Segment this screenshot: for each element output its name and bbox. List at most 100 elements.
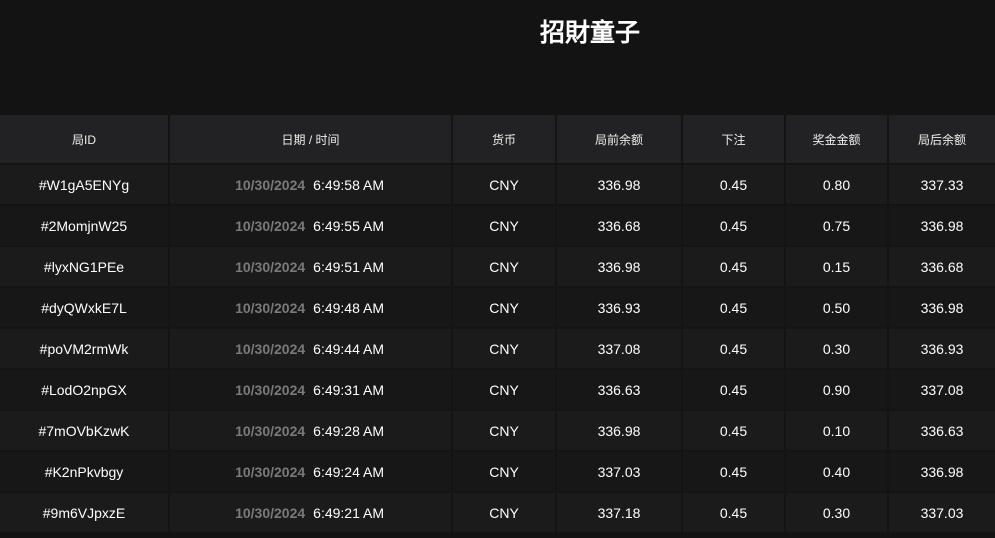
balance-before: 336.63	[557, 370, 683, 409]
date: 10/30/2024	[235, 381, 306, 398]
bet: 0.45	[683, 329, 786, 368]
balance-before: 337.08	[557, 329, 683, 368]
table-row[interactable]: #poVM2rmWk 10/30/2024 6:49:44 AM CNY 337.…	[0, 329, 995, 370]
date-time: 10/30/2024 6:49:28 AM	[170, 411, 453, 450]
currency: CNY	[453, 452, 557, 491]
date: 10/30/2024	[235, 463, 306, 480]
win-amount: 0.30	[786, 493, 889, 532]
currency: CNY	[453, 493, 557, 532]
column-header-date-time: 日期 / 时间	[170, 115, 453, 163]
table-body: #W1gA5ENYg 10/30/2024 6:49:58 AM CNY 336.…	[0, 165, 995, 534]
bet: 0.45	[683, 247, 786, 286]
bet: 0.45	[683, 493, 786, 532]
win-amount: 0.50	[786, 288, 889, 327]
balance-after: 336.98	[920, 299, 964, 316]
table-row[interactable]: #2MomjnW25 10/30/2024 6:49:55 AM CNY 336.…	[0, 206, 995, 247]
date-time: 10/30/2024 6:49:55 AM	[170, 206, 453, 245]
time: 6:49:55 AM	[313, 217, 384, 234]
page-header: 招財童子	[0, 0, 995, 115]
currency: CNY	[453, 370, 557, 409]
balance-before: 336.98	[557, 411, 683, 450]
time: 6:49:51 AM	[313, 258, 384, 275]
date-time: 10/30/2024 6:49:44 AM	[170, 329, 453, 368]
bet: 0.45	[683, 288, 786, 327]
win-amount: 0.15	[786, 247, 889, 286]
bet: 0.45	[683, 452, 786, 491]
bet: 0.45	[683, 411, 786, 450]
time: 6:49:58 AM	[313, 176, 384, 193]
date: 10/30/2024	[235, 340, 306, 357]
round-id[interactable]: #9m6VJpxzE	[0, 493, 170, 532]
bet: 0.45	[683, 370, 786, 409]
balance-before: 336.93	[557, 288, 683, 327]
balance-after: 337.08	[920, 381, 964, 398]
table-row[interactable]: #7mOVbKzwK 10/30/2024 6:49:28 AM CNY 336.…	[0, 411, 995, 452]
time: 6:49:28 AM	[313, 422, 384, 439]
date-time: 10/30/2024 6:49:21 AM	[170, 493, 453, 532]
column-header-balance-after: 局后余额	[917, 132, 966, 147]
win-amount: 0.40	[786, 452, 889, 491]
balance-after: 337.03	[920, 504, 964, 521]
date-time: 10/30/2024 6:49:51 AM	[170, 247, 453, 286]
table-row[interactable]: #W1gA5ENYg 10/30/2024 6:49:58 AM CNY 336.…	[0, 165, 995, 206]
date-time: 10/30/2024 6:49:58 AM	[170, 165, 453, 204]
column-header-round-id: 局ID	[0, 115, 170, 163]
column-header-bet: 下注	[683, 115, 786, 163]
column-header-win-amount: 奖金金额	[786, 115, 889, 163]
balance-before: 336.98	[557, 247, 683, 286]
date: 10/30/2024	[235, 299, 306, 316]
table-row[interactable]: #LodO2npGX 10/30/2024 6:49:31 AM CNY 336.…	[0, 370, 995, 411]
balance-after: 336.68	[920, 258, 964, 275]
table-row[interactable]: #K2nPkvbgy 10/30/2024 6:49:24 AM CNY 337.…	[0, 452, 995, 493]
date-time: 10/30/2024 6:49:48 AM	[170, 288, 453, 327]
balance-before: 337.03	[557, 452, 683, 491]
time: 6:49:24 AM	[313, 463, 384, 480]
date: 10/30/2024	[235, 217, 306, 234]
time: 6:49:48 AM	[313, 299, 384, 316]
bet: 0.45	[683, 206, 786, 245]
balance-after: 337.33	[920, 176, 964, 193]
win-amount: 0.80	[786, 165, 889, 204]
round-id[interactable]: #LodO2npGX	[0, 370, 170, 409]
win-amount: 0.75	[786, 206, 889, 245]
round-id[interactable]: #poVM2rmWk	[0, 329, 170, 368]
time: 6:49:21 AM	[313, 504, 384, 521]
table-header: 局ID 日期 / 时间 货币 局前余额 下注 奖金金额 局后余额	[0, 115, 995, 165]
date-time: 10/30/2024 6:49:24 AM	[170, 452, 453, 491]
balance-before: 337.18	[557, 493, 683, 532]
time: 6:49:44 AM	[313, 340, 384, 357]
round-id[interactable]: #7mOVbKzwK	[0, 411, 170, 450]
date: 10/30/2024	[235, 504, 306, 521]
win-amount: 0.30	[786, 329, 889, 368]
currency: CNY	[453, 411, 557, 450]
column-header-balance-before: 局前余额	[557, 115, 683, 163]
currency: CNY	[453, 206, 557, 245]
win-amount: 0.10	[786, 411, 889, 450]
currency: CNY	[453, 247, 557, 286]
currency: CNY	[453, 165, 557, 204]
table-row[interactable]: #9m6VJpxzE 10/30/2024 6:49:21 AM CNY 337.…	[0, 493, 995, 534]
date: 10/30/2024	[235, 176, 306, 193]
balance-before: 336.98	[557, 165, 683, 204]
game-title: 招財童子	[539, 19, 640, 47]
date: 10/30/2024	[235, 422, 306, 439]
table-row[interactable]: #dyQWxkE7L 10/30/2024 6:49:48 AM CNY 336.…	[0, 288, 995, 329]
round-id[interactable]: #W1gA5ENYg	[0, 165, 170, 204]
round-id[interactable]: #dyQWxkE7L	[0, 288, 170, 327]
table-row[interactable]: #lyxNG1PEe 10/30/2024 6:49:51 AM CNY 336.…	[0, 247, 995, 288]
currency: CNY	[453, 329, 557, 368]
win-amount: 0.90	[786, 370, 889, 409]
balance-before: 336.68	[557, 206, 683, 245]
balance-after: 336.93	[920, 340, 964, 357]
balance-after: 336.98	[920, 217, 964, 234]
balance-after: 336.63	[920, 422, 964, 439]
round-id[interactable]: #lyxNG1PEe	[0, 247, 170, 286]
balance-after: 336.98	[920, 463, 964, 480]
date-time: 10/30/2024 6:49:31 AM	[170, 370, 453, 409]
round-id[interactable]: #2MomjnW25	[0, 206, 170, 245]
history-table: 局ID 日期 / 时间 货币 局前余额 下注 奖金金额 局后余额 #W1gA5ENYg 10…	[0, 115, 995, 534]
date: 10/30/2024	[235, 258, 306, 275]
round-id[interactable]: #K2nPkvbgy	[0, 452, 170, 491]
bet: 0.45	[683, 165, 786, 204]
column-header-currency: 货币	[453, 115, 557, 163]
